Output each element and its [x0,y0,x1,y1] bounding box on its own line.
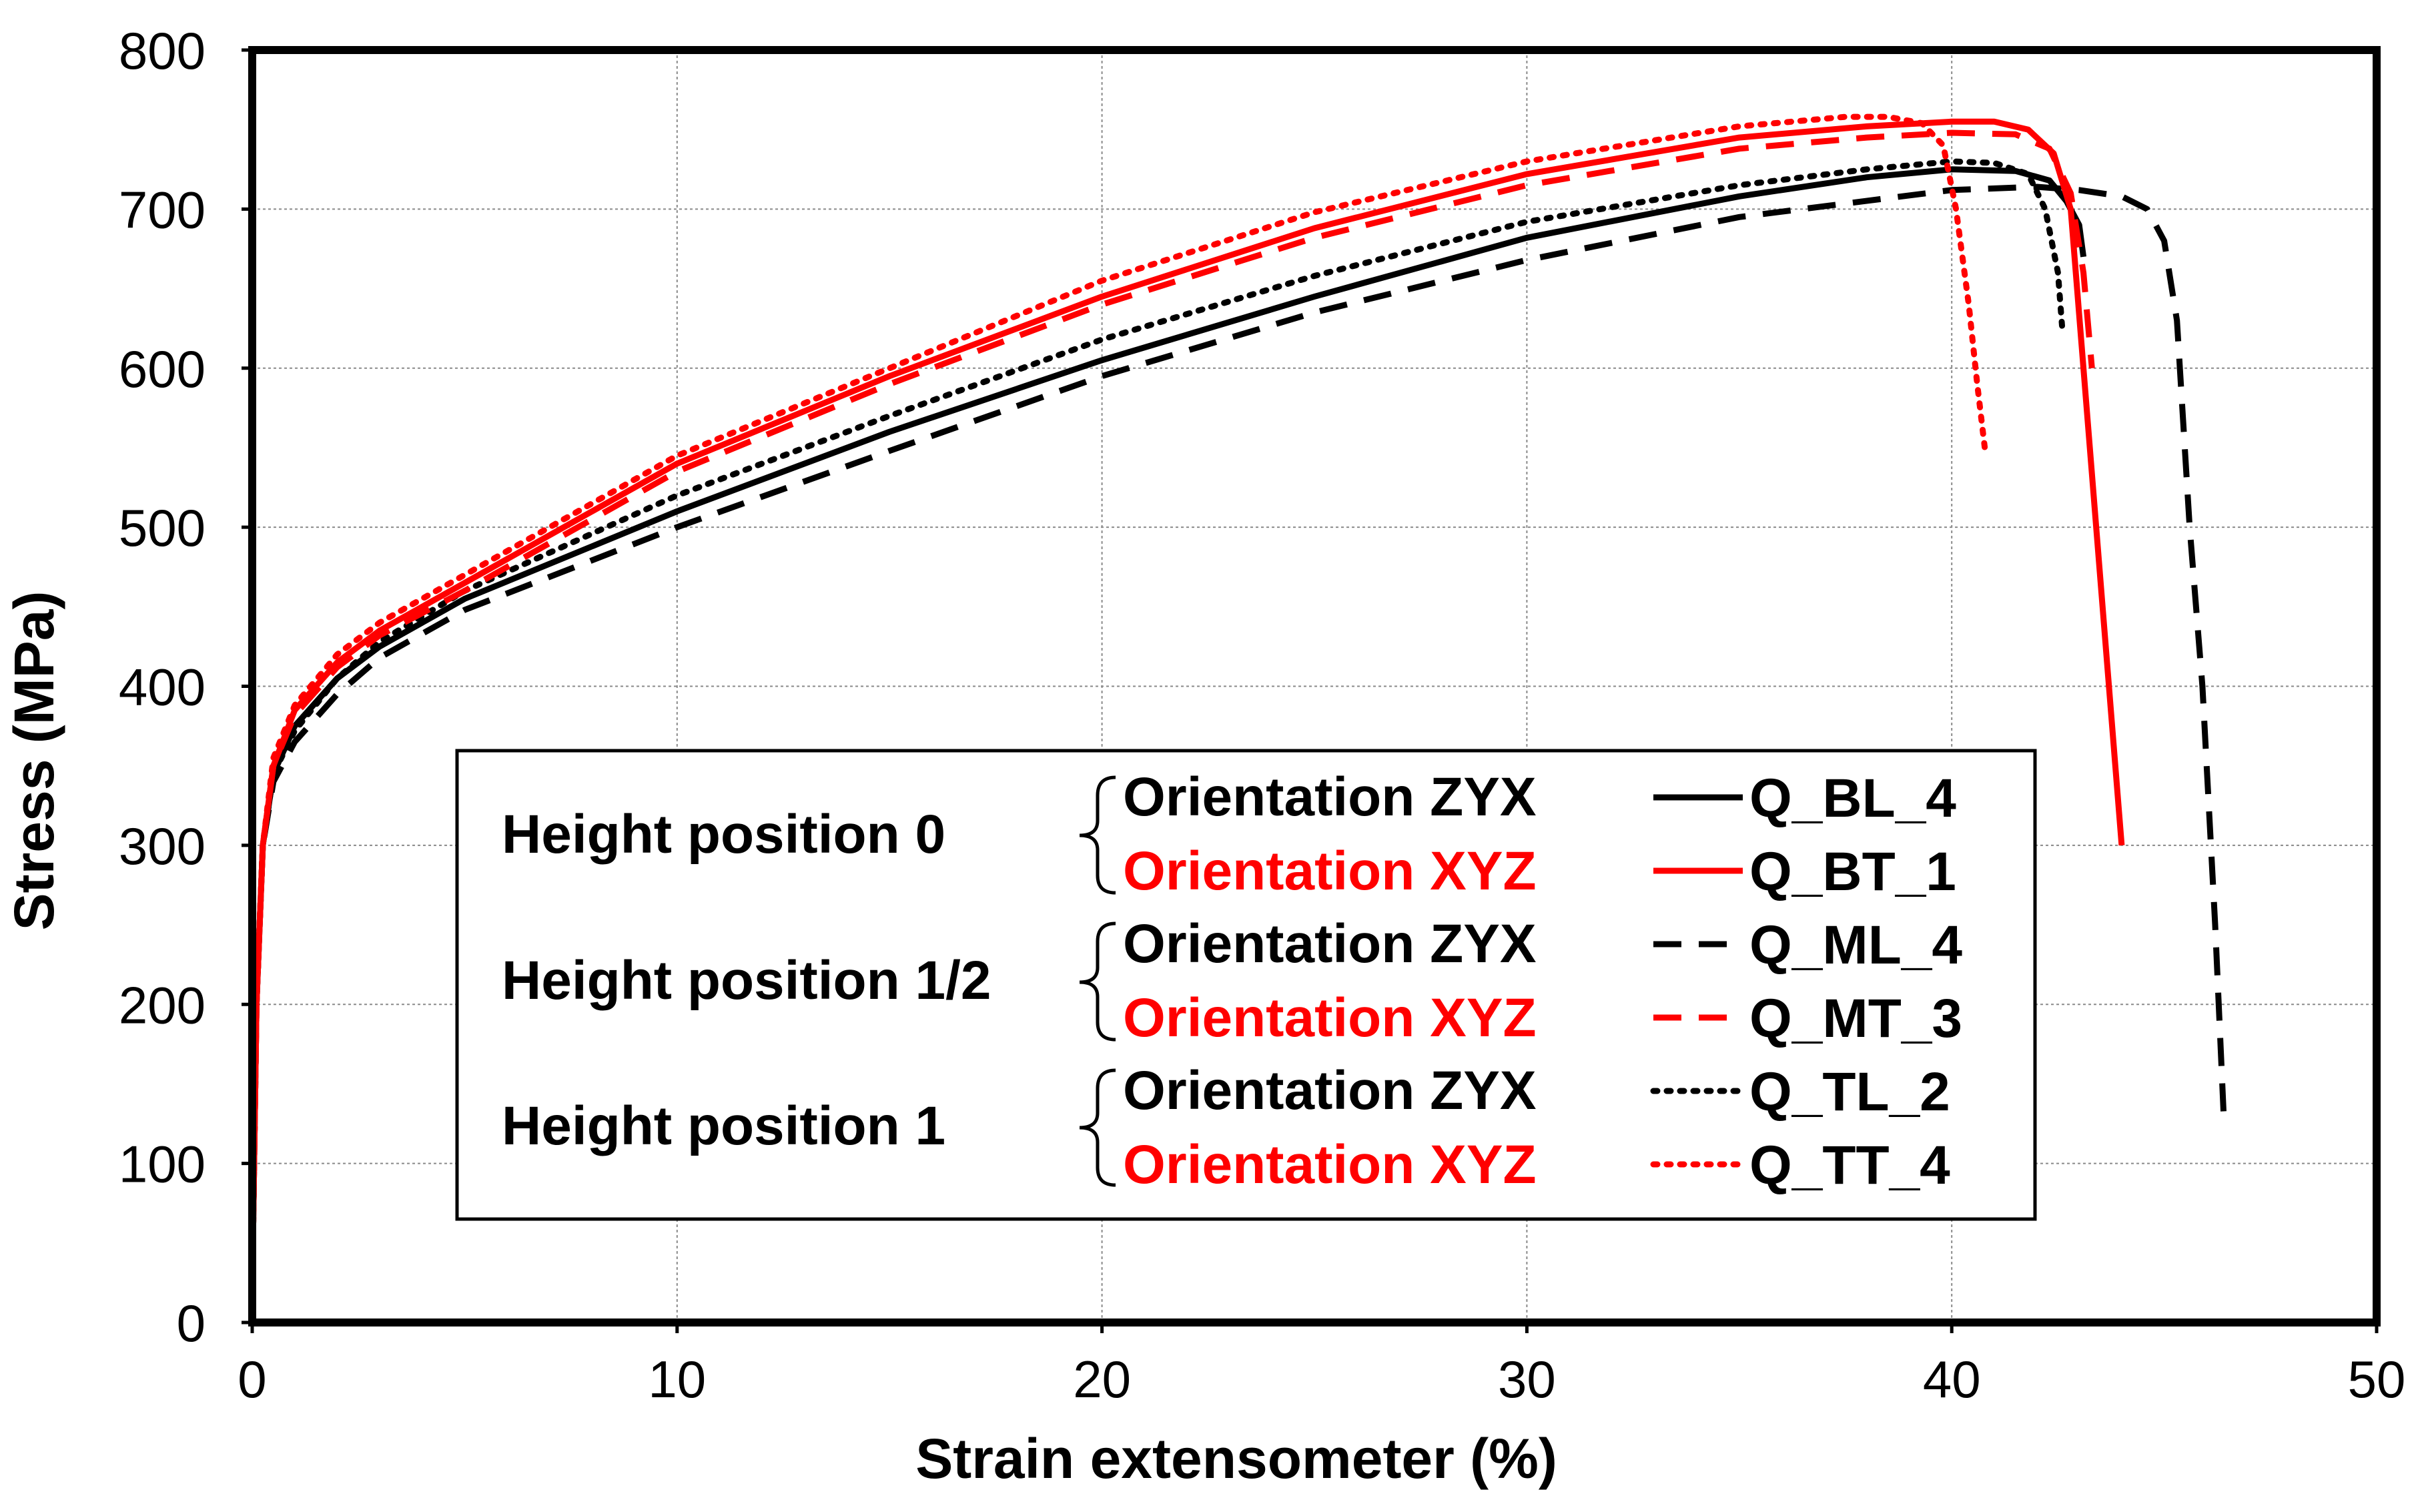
legend-orientation-zyx-2: Orientation ZYX [1123,1060,1537,1121]
legend-label-q_bt_1: Q_BT_1 [1749,841,1956,902]
series-line-q_bt_1 [249,118,2125,1291]
series-line-q_bl_4 [249,166,2087,1291]
legend: Height position 0 Height position 1/2 He… [455,749,2037,1221]
x-tick-label-3: 30 [1498,1350,1556,1409]
legend-group-label-1: Height position 1/2 [502,950,991,1011]
legend-group-label-2: Height position 1 [502,1096,945,1156]
y-tick-label-7: 700 [119,180,206,239]
y-tick-label-1: 100 [119,1135,206,1194]
x-tick-label-4: 40 [1923,1350,1981,1409]
legend-label-q_tt_4: Q_TT_4 [1749,1135,1950,1196]
x-tick-label-5: 50 [2348,1350,2406,1409]
legend-brace-2 [1079,1068,1116,1187]
y-tick-label-3: 300 [119,817,206,875]
plot-frame [248,46,2381,1327]
legend-label-q_ml_4: Q_ML_4 [1749,915,1962,976]
x-tick-label-1: 10 [648,1350,706,1409]
legend-label-q_mt_3: Q_MT_3 [1749,988,1962,1049]
y-tick-label-4: 400 [119,658,206,717]
legend-brace-0 [1079,775,1116,895]
legend-orientation-xyz-2: Orientation XYZ [1123,1134,1537,1195]
y-tick-label-8: 800 [119,21,206,80]
legend-entries: Q_BL_4 Q_BT_1 Q_ML_4 Q_MT_3 Q_TL_2 Q_TT_4 [1650,768,1962,1196]
x-tick-label-2: 20 [1073,1350,1131,1409]
y-tick-label-2: 200 [119,976,206,1034]
legend-orientation-zyx-1: Orientation ZYX [1123,913,1537,974]
x-tick-label-0: 0 [238,1350,266,1409]
legend-orientation-xyz-0: Orientation XYZ [1123,841,1537,901]
legend-orientation-zyx-0: Orientation ZYX [1123,767,1537,827]
y-tick-label-6: 600 [119,340,206,398]
series-line-q_mt_3 [249,129,2095,1291]
legend-orientation-xyz-1: Orientation XYZ [1123,988,1537,1048]
y-tick-label-0: 0 [177,1294,206,1353]
y-tick-label-5: 500 [119,498,206,557]
legend-label-q_bl_4: Q_BL_4 [1749,768,1956,829]
data-series [249,113,2227,1294]
legend-brace-1 [1079,921,1116,1042]
legend-box [455,749,2037,1221]
legend-group-label-0: Height position 0 [502,804,945,865]
y-axis-title: Stress (MPa) [3,591,65,931]
series-line-q_ml_4 [249,183,2227,1291]
x-axis-title: Strain extensometer (%) [915,1427,1557,1490]
legend-label-q_tl_2: Q_TL_2 [1749,1062,1950,1122]
